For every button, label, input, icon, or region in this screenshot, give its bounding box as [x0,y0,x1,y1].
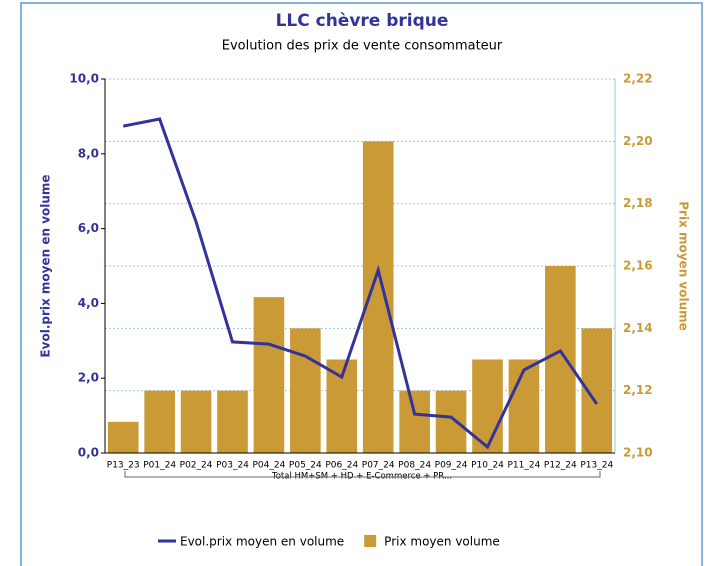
x-tick-label: P13_23 [107,461,140,471]
x-tick-label: P08_24 [398,461,431,471]
y-tick-label: 0,0 [78,446,99,460]
y2-tick-label: 2,20 [623,134,653,148]
y-tick-label: 8,0 [78,146,99,160]
y2-tick-label: 2,10 [623,446,653,460]
x-tick-label: P12_24 [544,461,577,471]
y2-tick-label: 2,16 [623,259,653,273]
y-tick-label: 4,0 [78,296,99,310]
y-tick-label: 10,0 [69,72,99,86]
x-tick-label: P10_24 [471,461,504,471]
x-tick-label: P13_24 [580,461,613,471]
chart-title: LLC chèvre brique [276,11,449,31]
bar [545,266,576,453]
x-tick-label: P03_24 [216,461,249,471]
y2-tick-label: 2,12 [623,383,653,397]
x-tick-label: P06_24 [325,461,358,471]
bar [435,390,467,453]
y2-tick-label: 2,18 [623,196,653,210]
x-tick-label: P02_24 [180,461,213,471]
y-axis-title: Evol.prix moyen en volume [39,174,53,357]
y2-axis-title: Prix moyen volume [677,201,691,331]
bar [180,390,212,453]
legend-label: Evol.prix moyen en volume [180,535,344,549]
chart-subtitle: Evolution des prix de vente consommateur [222,39,503,54]
bar [253,297,285,453]
legend-label: Prix moyen volume [384,535,500,549]
bar [144,390,175,453]
bar [290,328,321,453]
x-tick-label: P11_24 [508,461,541,471]
legend-swatch [364,535,377,547]
group-bracket [124,471,601,478]
x-tick-label: P01_24 [143,461,176,471]
bar [107,421,139,453]
y-tick-label: 6,0 [78,221,99,235]
x-tick-label: P04_24 [253,461,286,471]
x-tick-label: P05_24 [289,461,322,471]
bar [508,359,540,453]
chart-frame [20,2,703,566]
bar [217,390,248,453]
y2-tick-label: 2,22 [623,72,653,86]
line-series [122,117,599,450]
x-tick-label: P09_24 [435,461,468,471]
bar [399,390,430,453]
y-tick-label: 2,0 [78,371,99,385]
x-tick-label: P07_24 [362,461,395,471]
y2-tick-label: 2,14 [623,321,653,335]
